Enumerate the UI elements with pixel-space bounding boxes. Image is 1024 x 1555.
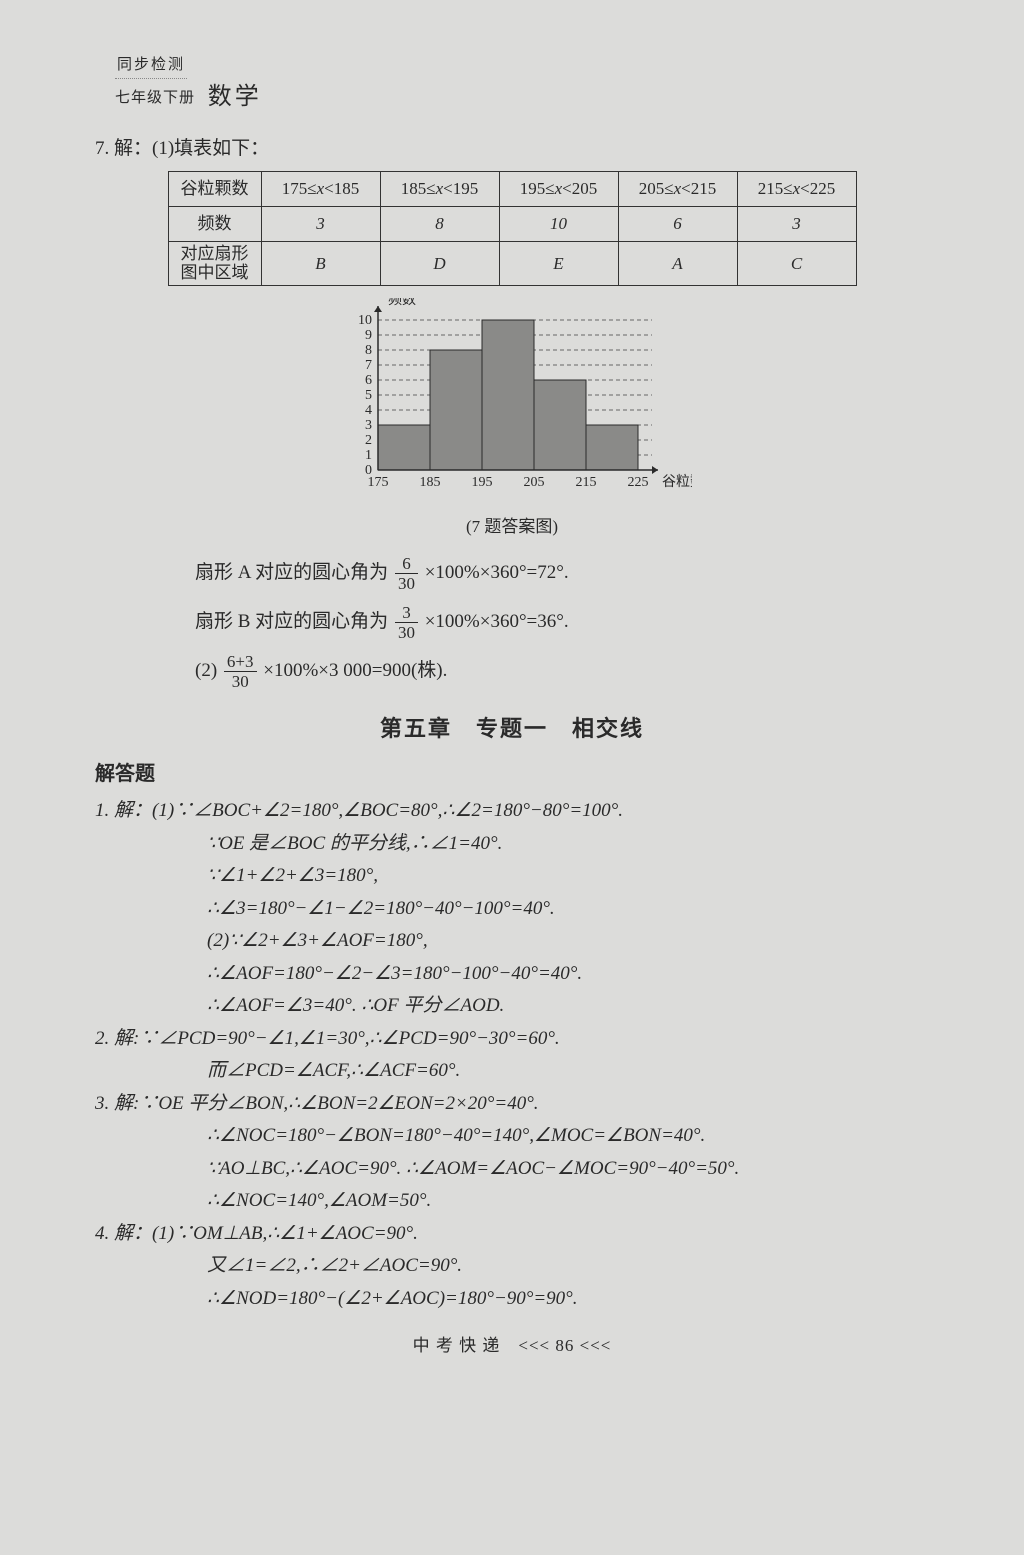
q7-line-b: 扇形 B 对应的圆心角为 3 30 ×100%×360°=36°. <box>95 604 929 641</box>
text: ×100%×360°=36°. <box>425 611 569 632</box>
svg-text:215: 215 <box>576 475 597 490</box>
fraction-den: 30 <box>395 574 418 592</box>
table-cell: C <box>737 242 856 286</box>
p3-l4: ∴∠NOC=140°,∠AOM=50°. <box>207 1190 431 1211</box>
fraction-num: 6 <box>395 555 418 574</box>
table-row-label: 对应扇形图中区域 <box>168 242 261 286</box>
table-row-label: 频数 <box>168 207 261 242</box>
p1-l6: ∴∠AOF=180°−∠2−∠3=180°−100°−40°=40°. <box>207 963 582 984</box>
p2-l1: 2. 解:∵∠PCD=90°−∠1,∠1=30°,∴∠PCD=90°−30°=6… <box>95 1028 560 1049</box>
svg-text:频数: 频数 <box>388 298 416 308</box>
p1-l1: 1. 解：(1)∵∠BOC+∠2=180°,∠BOC=80°,∴∠2=180°−… <box>95 800 623 821</box>
p4-l3: ∴∠NOD=180°−(∠2+∠AOC)=180°−90°=90°. <box>207 1288 578 1309</box>
table-cell: D <box>380 242 499 286</box>
table-cell: E <box>499 242 618 286</box>
section-subhead: 解答题 <box>95 759 929 789</box>
q7-heading: 7. 解：(1)填表如下： <box>95 135 929 164</box>
histogram-svg: 012345678910175185195205215225频数谷粒数/颗 <box>332 298 692 498</box>
fraction-den: 30 <box>395 623 418 641</box>
table-cell: 185≤x<195 <box>380 172 499 207</box>
table-row-label: 谷粒颗数 <box>168 172 261 207</box>
header-line2: 七年级下册 <box>115 87 195 110</box>
q7-chart-caption: (7 题答案图) <box>95 514 929 540</box>
page-header: 同步检测 七年级下册 数学 <box>115 50 929 115</box>
p2-l2: 而∠PCD=∠ACF,∴∠ACF=60°. <box>207 1060 460 1081</box>
text: ×100%×360°=72°. <box>425 562 569 583</box>
table-cell: 3 <box>737 207 856 242</box>
p4-l1: 4. 解：(1)∵OM⊥AB,∴∠1+∠AOC=90°. <box>95 1223 418 1244</box>
svg-text:谷粒数/颗: 谷粒数/颗 <box>662 474 692 490</box>
page: 同步检测 七年级下册 数学 7. 解：(1)填表如下： 谷粒颗数 175≤x<1… <box>0 0 1024 1555</box>
p1-l5: (2)∵∠2+∠3+∠AOF=180°, <box>207 930 428 951</box>
text: (2) <box>195 660 217 681</box>
fraction-num: 6+3 <box>224 653 257 672</box>
svg-text:4: 4 <box>365 403 372 418</box>
problem-1: 1. 解：(1)∵∠BOC+∠2=180°,∠BOC=80°,∴∠2=180°−… <box>95 797 929 1021</box>
p3-l3: ∵AO⊥BC,∴∠AOC=90°. ∴∠AOM=∠AOC−∠MOC=90°−40… <box>207 1158 739 1179</box>
fraction: 6+3 30 <box>224 653 257 690</box>
table-cell: 215≤x<225 <box>737 172 856 207</box>
table-cell: 195≤x<205 <box>499 172 618 207</box>
question-7: 7. 解：(1)填表如下： 谷粒颗数 175≤x<185 185≤x<195 1… <box>95 135 929 691</box>
table-cell: A <box>618 242 737 286</box>
p1-l3: ∵∠1+∠2+∠3=180°, <box>207 865 378 886</box>
p1-l7: ∴∠AOF=∠3=40°. ∴OF 平分∠AOD. <box>207 995 504 1016</box>
svg-text:5: 5 <box>365 388 372 403</box>
svg-text:10: 10 <box>358 313 372 328</box>
table-cell: B <box>261 242 380 286</box>
svg-text:195: 195 <box>472 475 493 490</box>
p1-l4: ∴∠3=180°−∠1−∠2=180°−40°−100°=40°. <box>207 898 555 919</box>
header-line1: 同步检测 <box>115 54 187 79</box>
svg-text:185: 185 <box>420 475 441 490</box>
svg-text:6: 6 <box>365 373 372 388</box>
svg-text:2: 2 <box>365 433 372 448</box>
q7-line-a: 扇形 A 对应的圆心角为 6 30 ×100%×360°=72°. <box>95 555 929 592</box>
q7-table: 谷粒颗数 175≤x<185 185≤x<195 195≤x<205 205≤x… <box>168 171 857 286</box>
p4-l2: 又∠1=∠2,∴∠2+∠AOC=90°. <box>207 1255 462 1276</box>
q7-line-2: (2) 6+3 30 ×100%×3 000=900(株). <box>95 653 929 690</box>
section-title: 第五章 专题一 相交线 <box>95 712 929 745</box>
table-cell: 175≤x<185 <box>261 172 380 207</box>
page-footer: 中 考 快 递 <<< 86 <<< <box>95 1333 929 1359</box>
table-cell: 8 <box>380 207 499 242</box>
q7-chart: 012345678910175185195205215225频数谷粒数/颗 <box>95 298 929 508</box>
table-cell: 6 <box>618 207 737 242</box>
table-cell: 10 <box>499 207 618 242</box>
text: 扇形 B 对应的圆心角为 <box>195 611 388 632</box>
table-cell: 3 <box>261 207 380 242</box>
problem-2: 2. 解:∵∠PCD=90°−∠1,∠1=30°,∴∠PCD=90°−30°=6… <box>95 1025 929 1086</box>
problem-3: 3. 解:∵OE 平分∠BON,∴∠BON=2∠EON=2×20°=40°. ∴… <box>95 1090 929 1216</box>
svg-text:205: 205 <box>524 475 545 490</box>
text: 扇形 A 对应的圆心角为 <box>195 562 388 583</box>
svg-text:8: 8 <box>365 343 372 358</box>
fraction-num: 3 <box>395 604 418 623</box>
fraction: 6 30 <box>395 555 418 592</box>
svg-text:1: 1 <box>365 448 372 463</box>
header-subject: 数学 <box>208 84 262 110</box>
p3-l2: ∴∠NOC=180°−∠BON=180°−40°=140°,∠MOC=∠BON=… <box>207 1125 705 1146</box>
p3-l1: 3. 解:∵OE 平分∠BON,∴∠BON=2∠EON=2×20°=40°. <box>95 1093 539 1114</box>
problem-4: 4. 解：(1)∵OM⊥AB,∴∠1+∠AOC=90°. 又∠1=∠2,∴∠2+… <box>95 1220 929 1314</box>
fraction: 3 30 <box>395 604 418 641</box>
text: ×100%×3 000=900(株). <box>263 660 447 681</box>
table-cell: 205≤x<215 <box>618 172 737 207</box>
p1-l2: ∵OE 是∠BOC 的平分线,∴∠1=40°. <box>207 833 502 854</box>
svg-text:175: 175 <box>368 475 389 490</box>
svg-text:225: 225 <box>628 475 649 490</box>
svg-text:7: 7 <box>365 358 372 373</box>
svg-text:9: 9 <box>365 328 372 343</box>
svg-text:3: 3 <box>365 418 372 433</box>
fraction-den: 30 <box>224 672 257 690</box>
